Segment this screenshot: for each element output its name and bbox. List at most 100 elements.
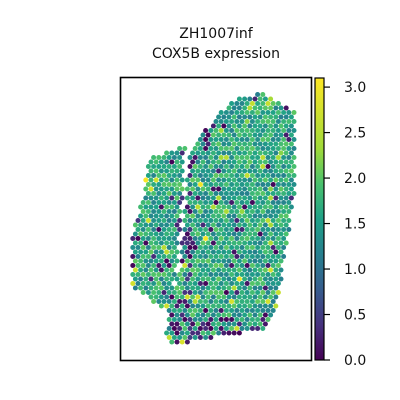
spot-point xyxy=(190,249,196,255)
spot-point xyxy=(229,110,235,115)
spot-point xyxy=(231,123,237,129)
spot-point xyxy=(278,114,284,120)
spot-point xyxy=(273,240,279,246)
spot-point xyxy=(260,281,266,286)
spot-point xyxy=(151,191,157,196)
spot-point xyxy=(187,326,193,331)
spot-point xyxy=(239,173,245,178)
spot-point xyxy=(161,245,167,250)
spot-point xyxy=(156,254,162,259)
spot-point xyxy=(184,330,190,336)
spot-point xyxy=(262,240,268,246)
spot-point xyxy=(179,276,185,282)
spot-point xyxy=(197,317,203,322)
spot-point xyxy=(281,164,287,169)
spot-point xyxy=(234,209,240,214)
spot-point xyxy=(179,339,185,345)
spot-point xyxy=(283,150,289,156)
spot-point xyxy=(278,123,284,129)
spot-point xyxy=(231,231,237,237)
spot-point xyxy=(164,303,170,309)
spot-point xyxy=(236,204,242,210)
spot-point xyxy=(247,168,253,174)
spot-point xyxy=(265,110,271,115)
spot-point xyxy=(283,105,289,111)
spot-point xyxy=(192,236,198,241)
spot-point xyxy=(138,285,144,291)
spot-point xyxy=(130,254,136,259)
spot-point xyxy=(242,159,248,165)
spot-point xyxy=(221,141,227,147)
spot-point xyxy=(239,209,245,214)
spot-point xyxy=(221,267,227,273)
spot-point xyxy=(236,321,242,327)
spot-point xyxy=(145,227,151,232)
spot-point xyxy=(229,137,235,142)
spot-point xyxy=(273,231,279,237)
spot-point xyxy=(132,249,138,255)
spot-point xyxy=(278,105,284,111)
spot-point xyxy=(135,263,141,268)
spot-point xyxy=(148,267,154,273)
spot-point xyxy=(205,249,211,255)
spot-point xyxy=(148,159,154,165)
spot-point xyxy=(169,231,175,237)
spot-point xyxy=(239,218,245,223)
spot-point xyxy=(171,326,177,331)
spot-point xyxy=(247,159,253,165)
spot-point xyxy=(229,308,235,313)
spot-point xyxy=(268,222,274,228)
spot-point xyxy=(145,263,151,268)
spot-point xyxy=(216,222,222,228)
spot-point xyxy=(138,240,144,246)
spot-point xyxy=(273,222,279,228)
spot-point xyxy=(192,272,198,277)
spot-point xyxy=(244,137,250,142)
spot-point xyxy=(236,96,242,102)
spot-point xyxy=(200,276,206,282)
spot-point xyxy=(234,317,240,322)
spot-point xyxy=(203,317,209,322)
spot-point xyxy=(221,285,227,291)
spot-point xyxy=(148,177,154,183)
spot-point xyxy=(283,240,289,246)
spot-point xyxy=(262,132,268,138)
spot-point xyxy=(226,330,232,336)
spot-point xyxy=(156,299,162,304)
spot-point xyxy=(151,173,157,178)
spot-point xyxy=(200,321,206,327)
spot-point xyxy=(257,213,263,219)
chart-subtitle: COX5B expression xyxy=(152,46,280,62)
spot-point xyxy=(252,258,258,264)
spot-point xyxy=(265,191,271,196)
spot-point xyxy=(210,240,216,246)
spot-point xyxy=(247,123,253,129)
spot-point xyxy=(229,119,235,124)
spot-point xyxy=(190,321,196,327)
colorbar-tick-label: 0.5 xyxy=(344,308,366,324)
spot-point xyxy=(260,101,266,106)
spot-point xyxy=(179,186,185,192)
spot-point xyxy=(260,137,266,142)
spot-point xyxy=(247,195,253,201)
spot-point xyxy=(236,132,242,138)
spot-point xyxy=(213,164,219,169)
spot-point xyxy=(200,132,206,138)
spot-point xyxy=(187,200,193,205)
spot-point xyxy=(138,267,144,273)
spot-point xyxy=(213,137,219,142)
spot-point xyxy=(231,114,237,120)
spot-point xyxy=(205,285,211,291)
spot-point xyxy=(249,263,255,268)
spot-point xyxy=(242,195,248,201)
spot-point xyxy=(288,186,294,192)
spot-point xyxy=(262,276,268,282)
spot-point xyxy=(257,96,263,102)
spot-point xyxy=(138,204,144,210)
spot-point xyxy=(153,294,159,300)
spot-point xyxy=(278,159,284,165)
spot-point xyxy=(239,299,245,304)
spot-point xyxy=(236,276,242,282)
spot-point xyxy=(218,326,224,331)
spot-point xyxy=(234,308,240,313)
